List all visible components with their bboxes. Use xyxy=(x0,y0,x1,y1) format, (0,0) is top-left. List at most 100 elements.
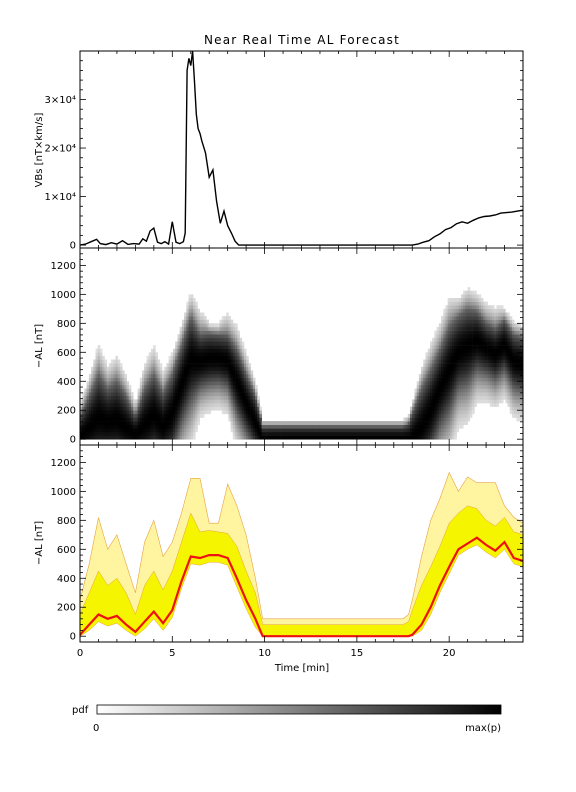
pdf-cell xyxy=(115,432,119,436)
pdf-cell xyxy=(230,363,234,368)
pdf-cell xyxy=(518,377,522,382)
pdf-cell xyxy=(88,432,92,436)
pdf-cell xyxy=(157,370,161,375)
pdf-cell xyxy=(135,424,139,429)
pdf-cell xyxy=(418,417,422,422)
pdf-cell xyxy=(445,370,449,375)
pdf-cell xyxy=(452,312,455,317)
pdf-cell xyxy=(407,424,411,429)
pdf-cell xyxy=(243,359,247,364)
pdf-cell xyxy=(250,388,254,393)
pdf-cell xyxy=(494,348,497,353)
pdf-cell xyxy=(449,301,453,306)
pdf-cell xyxy=(93,363,96,368)
pdf-cell xyxy=(159,374,163,378)
pdf-cell xyxy=(514,403,517,407)
pdf-cell xyxy=(195,334,198,339)
pdf-cell xyxy=(430,410,433,415)
pdf-cell xyxy=(106,370,110,375)
pdf-cell xyxy=(314,428,318,433)
pdf-cell xyxy=(452,417,455,422)
pdf-cell xyxy=(128,435,132,440)
pdf-cell xyxy=(454,374,457,378)
pdf-cell xyxy=(106,424,110,429)
pdf-cell xyxy=(259,432,263,436)
y-tick-label: 1200 xyxy=(51,261,76,272)
pdf-cell xyxy=(190,395,194,400)
pdf-cell xyxy=(179,388,183,393)
pdf-cell xyxy=(250,384,254,389)
pdf-cell xyxy=(93,381,96,386)
pdf-cell xyxy=(454,417,457,422)
pdf-cell xyxy=(443,403,446,407)
pdf-cell xyxy=(348,435,351,440)
pdf-cell xyxy=(250,435,254,440)
pdf-cell xyxy=(452,337,455,342)
pdf-cell xyxy=(500,330,504,335)
pdf-cell xyxy=(496,334,500,339)
pdf-cell xyxy=(463,316,466,321)
pdf-cell xyxy=(445,334,449,339)
pdf-cell xyxy=(441,323,444,328)
pdf-cell xyxy=(252,417,256,422)
pdf-cell xyxy=(425,381,429,386)
pdf-cell xyxy=(421,384,424,389)
pdf-cell xyxy=(445,377,449,382)
pdf-cell xyxy=(492,312,495,317)
pdf-cell xyxy=(179,421,183,426)
pdf-cell xyxy=(175,406,178,411)
pdf-cell xyxy=(193,413,196,418)
pdf-cell xyxy=(412,435,415,440)
pdf-cell xyxy=(363,432,367,436)
pdf-cell xyxy=(117,406,121,411)
pdf-cell xyxy=(421,399,424,404)
pdf-cell xyxy=(217,395,220,400)
pdf-cell xyxy=(111,413,114,418)
pdf-cell xyxy=(445,413,449,418)
pdf-cell xyxy=(507,323,511,328)
pdf-cell xyxy=(438,406,442,411)
pdf-cell xyxy=(166,413,170,418)
pdf-cell xyxy=(518,359,522,364)
pdf-cell xyxy=(467,323,471,328)
pdf-cell xyxy=(436,352,440,357)
pdf-cell xyxy=(97,403,101,407)
pdf-cell xyxy=(507,348,511,353)
pdf-cell xyxy=(201,323,205,328)
pdf-cell xyxy=(427,432,431,436)
pdf-cell xyxy=(418,421,422,426)
pdf-cell xyxy=(480,298,484,302)
pdf-cell xyxy=(441,352,444,357)
pdf-cell xyxy=(463,298,466,302)
pdf-cell xyxy=(518,355,522,360)
pdf-cell xyxy=(438,410,442,415)
pdf-cell xyxy=(454,312,457,317)
pdf-cell xyxy=(173,366,176,371)
pdf-cell xyxy=(175,384,178,389)
pdf-cell xyxy=(467,399,471,404)
pdf-cell xyxy=(421,366,424,371)
pdf-cell xyxy=(102,392,105,397)
pdf-cell xyxy=(170,355,174,360)
pdf-cell xyxy=(423,399,426,404)
pdf-cell xyxy=(181,432,185,436)
pdf-cell xyxy=(458,392,462,397)
pdf-cell xyxy=(416,428,420,433)
pdf-cell xyxy=(447,316,451,321)
pdf-cell xyxy=(148,370,152,375)
pdf-cell xyxy=(500,348,504,353)
pdf-cell xyxy=(184,395,187,400)
pdf-cell xyxy=(489,355,493,360)
pdf-cell xyxy=(458,345,462,350)
pdf-cell xyxy=(445,432,449,436)
pdf-cell xyxy=(507,359,511,364)
pdf-cell xyxy=(117,399,121,404)
pdf-cell xyxy=(164,417,167,422)
pdf-cell xyxy=(99,363,103,368)
pdf-cell xyxy=(170,352,174,357)
pdf-cell xyxy=(430,392,433,397)
pdf-cell xyxy=(224,345,227,350)
pdf-cell xyxy=(436,348,440,353)
pdf-cell xyxy=(332,432,336,436)
pdf-cell xyxy=(509,410,513,415)
